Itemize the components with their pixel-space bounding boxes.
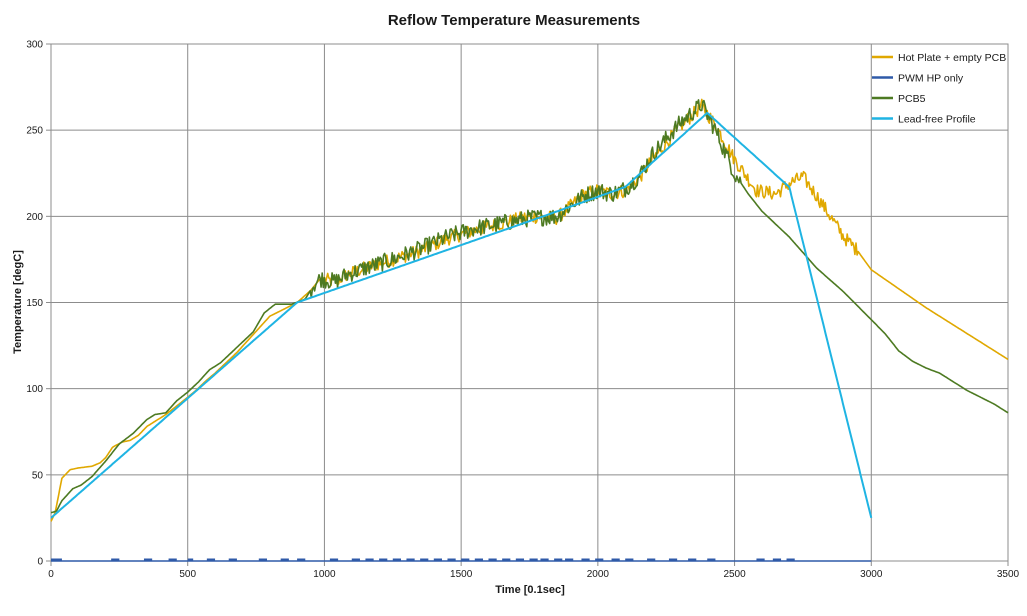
series-pwm-hp-only-pulse: [187, 558, 194, 562]
series-pwm-hp-only-pulse: [688, 558, 697, 562]
series-pwm-hp-only-pulse: [280, 558, 289, 562]
series-pwm-hp-only-pulse: [756, 558, 765, 562]
y-tick-label: 250: [26, 126, 43, 137]
series-pcb5-line: [50, 99, 1009, 514]
series-pwm-hp-only-pulse: [595, 558, 604, 562]
series-pwm-hp-only-pulse: [488, 558, 497, 562]
x-tick-label: 1500: [450, 569, 473, 580]
series-pwm-hp-only-pulse: [772, 558, 782, 562]
x-tick-label: 500: [179, 569, 196, 580]
series-pwm-hp-only-pulse: [474, 558, 484, 562]
series-pwm-hp-only-pulse: [540, 558, 549, 562]
series-pwm-hp-only-pulse: [406, 558, 415, 562]
legend-label-pwm-hp-only: PWM HP only: [898, 73, 964, 85]
series-pwm-hp-only-pulse: [611, 558, 620, 562]
series-hot-plate-empty-pcb-line: [50, 98, 1009, 522]
series-pwm-hp-only-pulse: [206, 558, 216, 562]
legend-label-hot-plate-empty-pcb: Hot Plate + empty PCB: [898, 52, 1006, 64]
x-tick-label: 3500: [997, 569, 1020, 580]
series-pwm-hp-only-pulse: [529, 558, 538, 562]
series-pwm-hp-only-pulse: [351, 558, 360, 562]
legend-label-pcb5: PCB5: [898, 93, 926, 105]
series-group: [50, 98, 1009, 562]
series-pwm-hp-only-pulse: [625, 558, 634, 562]
series-pwm-hp-only-pulse: [433, 558, 443, 562]
series-pwm-hp-only-pulse: [461, 558, 470, 562]
legend: Hot Plate + empty PCB PWM HP only PCB5 Lead…: [872, 52, 1006, 126]
y-tick-label: 300: [26, 40, 43, 51]
x-tick-label: 3000: [860, 569, 883, 580]
series-pwm-hp-only-pulse: [647, 558, 656, 562]
grid: [50, 43, 1009, 562]
x-tick-label: 0: [48, 569, 54, 580]
series-pwm-hp-only-pulse: [554, 558, 563, 562]
y-axis-label: Temperature [degC]: [12, 250, 24, 354]
legend-label-lead-free-profile: Lead-free Profile: [898, 114, 976, 126]
series-pwm-hp-only-pulse: [297, 558, 306, 562]
y-tick-label: 50: [32, 470, 44, 481]
series-pwm-hp-only-pulse: [502, 558, 511, 562]
y-tick-label: 100: [26, 384, 43, 395]
series-pwm-hp-only-pulse: [707, 558, 716, 562]
axes: 0 500 1000 1500 2000 2500 3000 3500 0 50 100 150 200…: [26, 40, 1019, 581]
series-pwm-hp-only-pulse: [565, 558, 574, 562]
y-tick-label: 150: [26, 298, 43, 309]
series-pwm-hp-only-pulse: [143, 558, 153, 562]
series-pwm-hp-only-pulse: [420, 558, 429, 562]
chart-title: Reflow Temperature Measurements: [388, 12, 640, 29]
series-pwm-hp-only-pulse: [258, 558, 268, 562]
x-tick-label: 2000: [587, 569, 610, 580]
x-tick-label: 2500: [723, 569, 746, 580]
series-pwm-hp-only-pulse: [168, 558, 177, 562]
x-axis-label: Time [0.1sec]: [495, 584, 565, 596]
series-pwm-hp-only-pulse: [515, 558, 525, 562]
series-lead-free-profile-line: [50, 111, 873, 519]
series-pwm-hp-only-pulse: [329, 558, 339, 562]
series-pwm-hp-only-pulse: [365, 558, 374, 562]
series-pwm-hp-only-pulse: [228, 558, 237, 562]
series-pwm-hp-only-pulse: [111, 558, 120, 562]
series-pwm-hp-only-pulse: [447, 558, 456, 562]
series-pwm-hp-only-pulse: [379, 558, 388, 562]
series-pwm-hp-only-pulse: [786, 558, 795, 562]
y-tick-label: 0: [37, 557, 43, 568]
x-tick-label: 1000: [313, 569, 336, 580]
series-pwm-hp-only-pulse: [668, 558, 678, 562]
series-pwm-hp-only-pulse: [392, 558, 401, 562]
y-tick-label: 200: [26, 212, 43, 223]
series-pwm-hp-only-pulse: [51, 558, 62, 562]
series-pwm-hp-only-pulse: [581, 558, 590, 562]
